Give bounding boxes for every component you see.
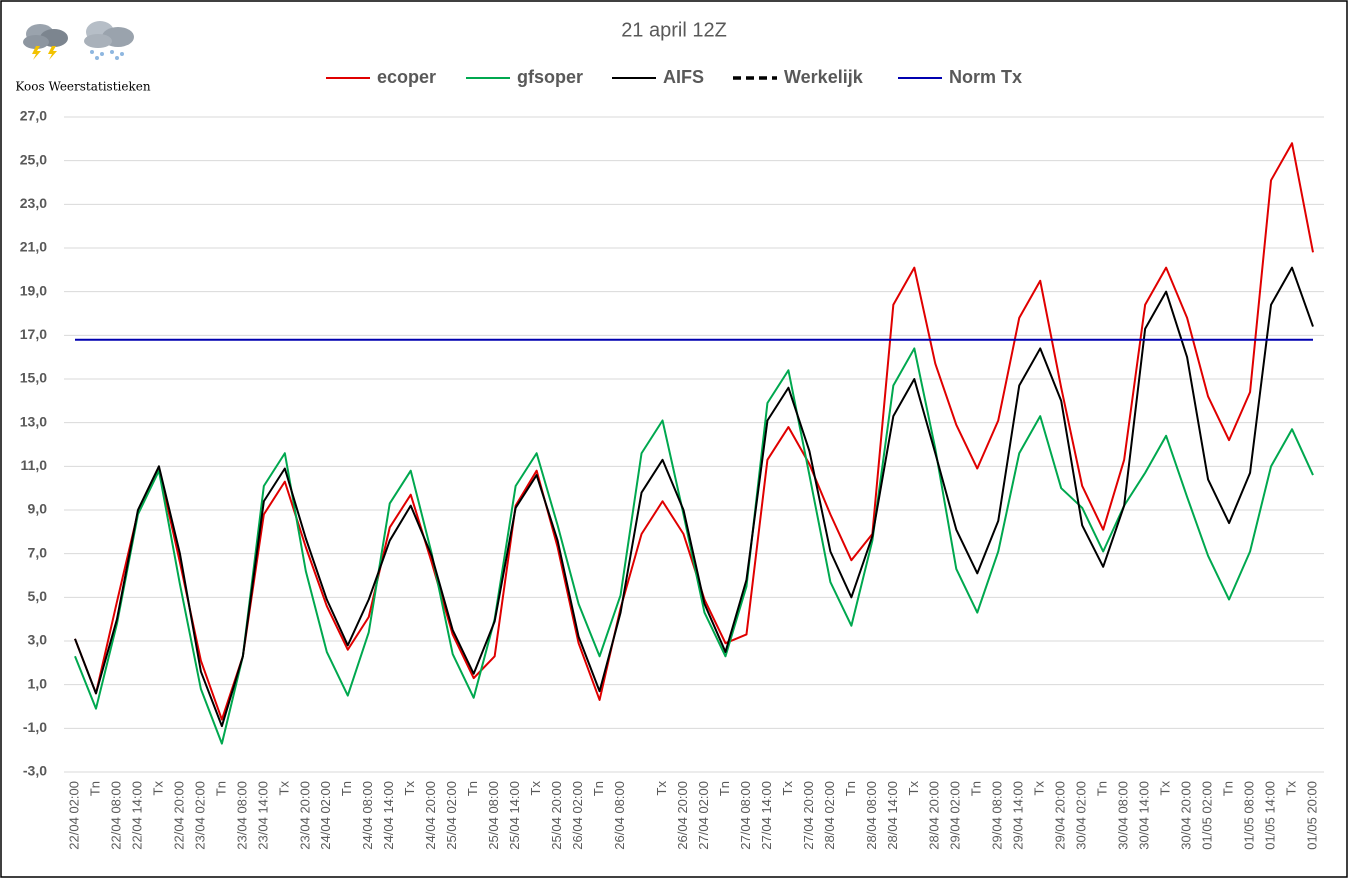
x-tick-label: 22/04 08:00 bbox=[108, 781, 123, 850]
x-tick-label: Tx bbox=[1283, 781, 1298, 796]
legend-label: ecoper bbox=[377, 67, 436, 87]
x-tick-label: Tn bbox=[87, 781, 102, 796]
x-tick-label: 30/04 02:00 bbox=[1074, 781, 1089, 850]
x-tick-label: 22/04 14:00 bbox=[129, 781, 144, 850]
x-tick-label: Tn bbox=[465, 781, 480, 796]
x-tick-label: Tn bbox=[1221, 781, 1236, 796]
x-tick-label: Tx bbox=[906, 781, 921, 796]
x-tick-label: 30/04 14:00 bbox=[1137, 781, 1152, 850]
series-line bbox=[74, 266, 1314, 728]
x-tick-label: 28/04 20:00 bbox=[927, 781, 942, 850]
x-tick-label: 30/04 08:00 bbox=[1116, 781, 1131, 850]
chart-title: 21 april 12Z bbox=[621, 19, 727, 41]
x-tick-label: 29/04 02:00 bbox=[948, 781, 963, 850]
x-tick-label: Tn bbox=[969, 781, 984, 796]
x-tick-label: 23/04 20:00 bbox=[297, 781, 312, 850]
x-tick-label: Tx bbox=[654, 781, 669, 796]
x-tick-label: Tx bbox=[150, 781, 165, 796]
x-tick-label: 25/04 08:00 bbox=[486, 781, 501, 850]
x-tick-label: Tx bbox=[402, 781, 417, 796]
x-tick-label: 28/04 14:00 bbox=[885, 781, 900, 850]
x-tick-label: 29/04 20:00 bbox=[1053, 781, 1068, 850]
x-tick-label: 23/04 02:00 bbox=[192, 781, 207, 850]
x-tick-label: 27/04 20:00 bbox=[801, 781, 816, 850]
weather-icon-sleet bbox=[84, 21, 134, 60]
x-tick-label: 27/04 08:00 bbox=[738, 781, 753, 850]
x-tick-label: 26/04 02:00 bbox=[570, 781, 585, 850]
x-tick-label: Tn bbox=[339, 781, 354, 796]
chart-subtitle: Koos Weerstatistieken bbox=[15, 80, 150, 94]
y-tick-label: 5,0 bbox=[28, 588, 48, 604]
x-tick-label: Tx bbox=[780, 781, 795, 796]
x-tick-label: Tn bbox=[717, 781, 732, 796]
legend-label: AIFS bbox=[663, 67, 704, 87]
y-tick-label: 7,0 bbox=[28, 544, 48, 560]
x-tick-label: 22/04 02:00 bbox=[66, 781, 81, 850]
x-tick-label: 29/04 14:00 bbox=[1011, 781, 1026, 850]
x-tick-label: Tx bbox=[1032, 781, 1047, 796]
y-tick-label: -1,0 bbox=[23, 719, 47, 735]
x-tick-label: 24/04 14:00 bbox=[381, 781, 396, 850]
x-tick-label: 30/04 20:00 bbox=[1179, 781, 1194, 850]
y-tick-label: 17,0 bbox=[20, 326, 47, 342]
x-tick-label: 27/04 02:00 bbox=[696, 781, 711, 850]
legend-label: Werkelijk bbox=[784, 67, 864, 87]
y-tick-label: 19,0 bbox=[20, 282, 47, 298]
y-tick-label: 15,0 bbox=[20, 370, 47, 386]
x-tick-label: 28/04 08:00 bbox=[864, 781, 879, 850]
x-tick-label: 26/04 20:00 bbox=[675, 781, 690, 850]
x-tick-label: Tx bbox=[1158, 781, 1173, 796]
y-tick-label: 21,0 bbox=[20, 239, 47, 255]
x-tick-label: 01/05 20:00 bbox=[1304, 781, 1319, 850]
x-tick-label: 01/05 14:00 bbox=[1262, 781, 1277, 850]
x-tick-label: 24/04 02:00 bbox=[318, 781, 333, 850]
x-tick-label: 28/04 02:00 bbox=[822, 781, 837, 850]
x-tick-label: 26/04 08:00 bbox=[612, 781, 627, 850]
y-tick-label: 13,0 bbox=[20, 413, 47, 429]
x-tick-label: Tx bbox=[276, 781, 291, 796]
x-tick-label: 24/04 20:00 bbox=[423, 781, 438, 850]
x-tick-label: Tn bbox=[1095, 781, 1110, 796]
y-tick-label: 23,0 bbox=[20, 195, 47, 211]
x-tick-label: 25/04 20:00 bbox=[549, 781, 564, 850]
series-line bbox=[74, 347, 1314, 745]
legend-label: gfsoper bbox=[517, 67, 583, 87]
x-tick-label: Tn bbox=[843, 781, 858, 796]
weather-icon-storm bbox=[23, 24, 68, 60]
x-tick-label: 01/05 02:00 bbox=[1200, 781, 1215, 850]
y-tick-label: 11,0 bbox=[21, 457, 48, 473]
x-tick-label: 25/04 14:00 bbox=[507, 781, 522, 850]
x-tick-label: Tx bbox=[528, 781, 543, 796]
x-tick-label: 24/04 08:00 bbox=[360, 781, 375, 850]
y-tick-label: 27,0 bbox=[20, 108, 47, 124]
x-tick-label: 29/04 08:00 bbox=[990, 781, 1005, 850]
x-tick-label: Tn bbox=[213, 781, 228, 796]
legend-label: Norm Tx bbox=[949, 67, 1022, 87]
y-tick-label: 25,0 bbox=[20, 151, 47, 167]
x-tick-label: 23/04 08:00 bbox=[234, 781, 249, 850]
x-tick-label: 01/05 08:00 bbox=[1241, 781, 1256, 850]
y-tick-label: -3,0 bbox=[23, 763, 47, 779]
x-tick-label: 27/04 14:00 bbox=[759, 781, 774, 850]
y-tick-label: 9,0 bbox=[28, 501, 48, 517]
x-tick-label: 22/04 20:00 bbox=[171, 781, 186, 850]
x-tick-label: 23/04 14:00 bbox=[255, 781, 270, 850]
y-tick-label: 1,0 bbox=[28, 675, 48, 691]
x-tick-label: Tn bbox=[591, 781, 606, 796]
x-tick-label: 25/04 02:00 bbox=[444, 781, 459, 850]
y-tick-label: 3,0 bbox=[28, 632, 48, 648]
